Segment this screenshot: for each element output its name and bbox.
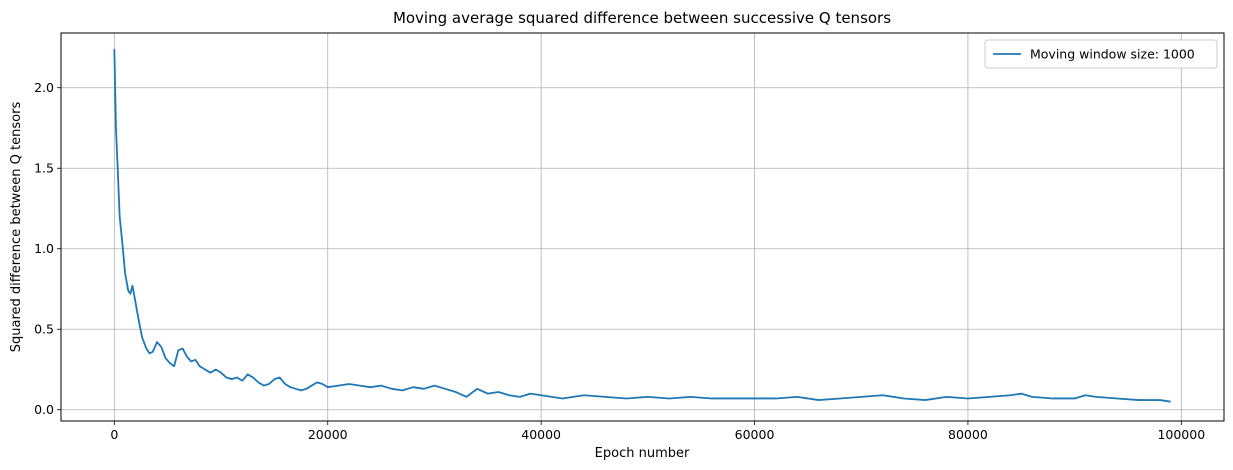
legend: Moving window size: 1000 xyxy=(984,39,1218,69)
x-tick-label: 80000 xyxy=(948,427,988,442)
y-axis-label: Squared difference between Q tensors xyxy=(9,102,24,353)
x-tick-label: 40000 xyxy=(521,427,561,442)
series-line xyxy=(113,49,1171,403)
y-tick-label: 1.0 xyxy=(34,241,54,256)
plot-frame xyxy=(60,32,1225,422)
x-tick-label: 60000 xyxy=(735,427,775,442)
x-tick-label: 0 xyxy=(110,427,118,442)
y-tick-label: 2.0 xyxy=(34,80,54,95)
y-tick-label: 0.5 xyxy=(34,322,54,337)
chart-title: Moving average squared difference betwee… xyxy=(393,9,891,27)
y-tick-label: 0.0 xyxy=(34,402,54,417)
grid xyxy=(61,33,1224,421)
x-tick-label: 100000 xyxy=(1157,427,1205,442)
plot-area xyxy=(113,49,1171,403)
y-axis: 0.0 0.5 1.0 1.5 2.0 xyxy=(34,80,61,417)
legend-label: Moving window size: 1000 xyxy=(1030,47,1195,62)
x-tick-label: 20000 xyxy=(308,427,348,442)
x-axis-label: Epoch number xyxy=(595,446,690,461)
y-tick-label: 1.5 xyxy=(34,161,54,176)
legend-box xyxy=(984,39,1218,69)
x-axis: 0 20000 40000 60000 80000 100000 xyxy=(110,421,1205,442)
